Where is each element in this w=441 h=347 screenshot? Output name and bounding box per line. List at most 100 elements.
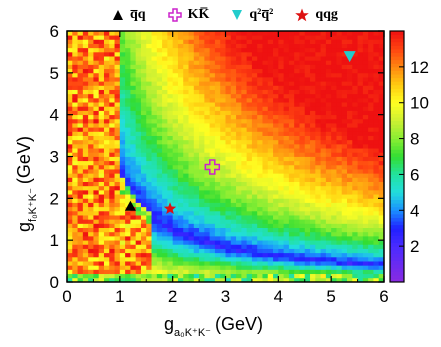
heatmap-cell [188,256,195,262]
heatmap-cell [151,60,158,65]
heatmap-cell [67,210,73,216]
heatmap-cell [146,156,152,162]
heatmap-cell [236,64,242,70]
heatmap-cell [273,265,279,270]
heatmap-cell [167,169,174,174]
heatmap-cell [204,123,211,128]
heatmap-cell [119,60,126,65]
heatmap-cell [119,68,126,74]
heatmap-cell [294,118,300,124]
heatmap-cell [241,106,248,111]
heatmap-cell [341,64,348,70]
heatmap-cell [357,43,364,49]
heatmap-cell [151,261,158,266]
heatmap-cell [251,189,258,195]
heatmap-cell [98,114,105,120]
heatmap-cell [177,152,184,157]
heatmap-cell [72,43,78,49]
heatmap-cell [373,189,380,195]
heatmap-cell [378,235,385,241]
heatmap-cell [357,143,364,149]
heatmap-cell [162,106,168,111]
heatmap-cell [146,51,152,57]
heatmap-cell [378,85,385,90]
heatmap-cell [214,206,221,212]
heatmap-cell [209,181,216,187]
heatmap-cell [188,265,195,270]
heatmap-cell [304,261,311,266]
heatmap-cell [257,131,263,136]
heatmap-cell [130,127,137,132]
heatmap-cell [146,210,152,216]
heatmap-cell [341,219,348,224]
heatmap-cell [236,169,242,174]
heatmap-cell [278,256,285,262]
heatmap-cell [257,152,263,157]
heatmap-cell [251,110,258,116]
heatmap-cell [109,131,115,136]
heatmap-cell [109,181,115,187]
heatmap-cell [119,206,126,212]
heatmap-cell [114,47,121,53]
heatmap-cell [283,277,290,283]
heatmap-cell [188,177,195,182]
heatmap-cell [82,185,89,191]
heatmap-cell [236,244,242,249]
heatmap-cell [188,231,195,237]
heatmap-cell [125,139,131,145]
heatmap-cell [273,81,279,86]
heatmap-cell [241,160,248,166]
heatmap-cell [294,143,300,149]
heatmap-cell [315,114,321,120]
heatmap-cell [183,31,189,36]
heatmap-cell [267,123,274,128]
heatmap-cell [310,160,316,166]
heatmap-cell [114,210,121,216]
heatmap-cell [325,219,332,224]
heatmap-cell [204,198,211,203]
heatmap-cell [67,47,73,53]
heatmap-cell [315,219,321,224]
heatmap-cell [373,139,380,145]
heatmap-cell [262,277,269,283]
heatmap-cell [368,252,374,258]
heatmap-cell [267,47,274,53]
heatmap-cell [209,93,216,99]
heatmap-cell [103,202,110,208]
heatmap-cell [167,261,174,266]
heatmap-cell [310,106,316,111]
heatmap-cell [294,223,300,229]
heatmap-cell [103,97,110,103]
colorbar-segment [390,210,404,215]
heatmap-cell [156,31,163,36]
heatmap-cell [230,202,237,208]
heatmap-cell [88,185,94,191]
heatmap-cell [130,252,137,258]
heatmap-cell [183,135,189,141]
heatmap-cell [257,64,263,70]
heatmap-cell [320,219,327,224]
colorbar-segment [390,56,404,61]
heatmap-cell [209,235,216,241]
heatmap-cell [357,202,364,208]
heatmap-cell [341,51,348,57]
heatmap-cell [251,269,258,275]
heatmap-cell [109,185,115,191]
heatmap-cell [204,210,211,216]
heatmap-cell [320,210,327,216]
heatmap-cell [199,269,205,275]
heatmap-cell [172,81,179,86]
heatmap-cell [162,139,168,145]
heatmap-cell [109,56,115,61]
heatmap-cell [283,215,290,220]
heatmap-cell [230,160,237,166]
colorbar-segment [390,206,404,211]
heatmap-cell [93,81,100,86]
heatmap-cell [241,127,248,132]
heatmap-cell [146,60,152,65]
heatmap-cell [220,181,226,187]
heatmap-cell [267,194,274,199]
colorbar-tick-label: 10 [410,94,429,113]
heatmap-cell [294,51,300,57]
heatmap-cell [347,177,353,182]
